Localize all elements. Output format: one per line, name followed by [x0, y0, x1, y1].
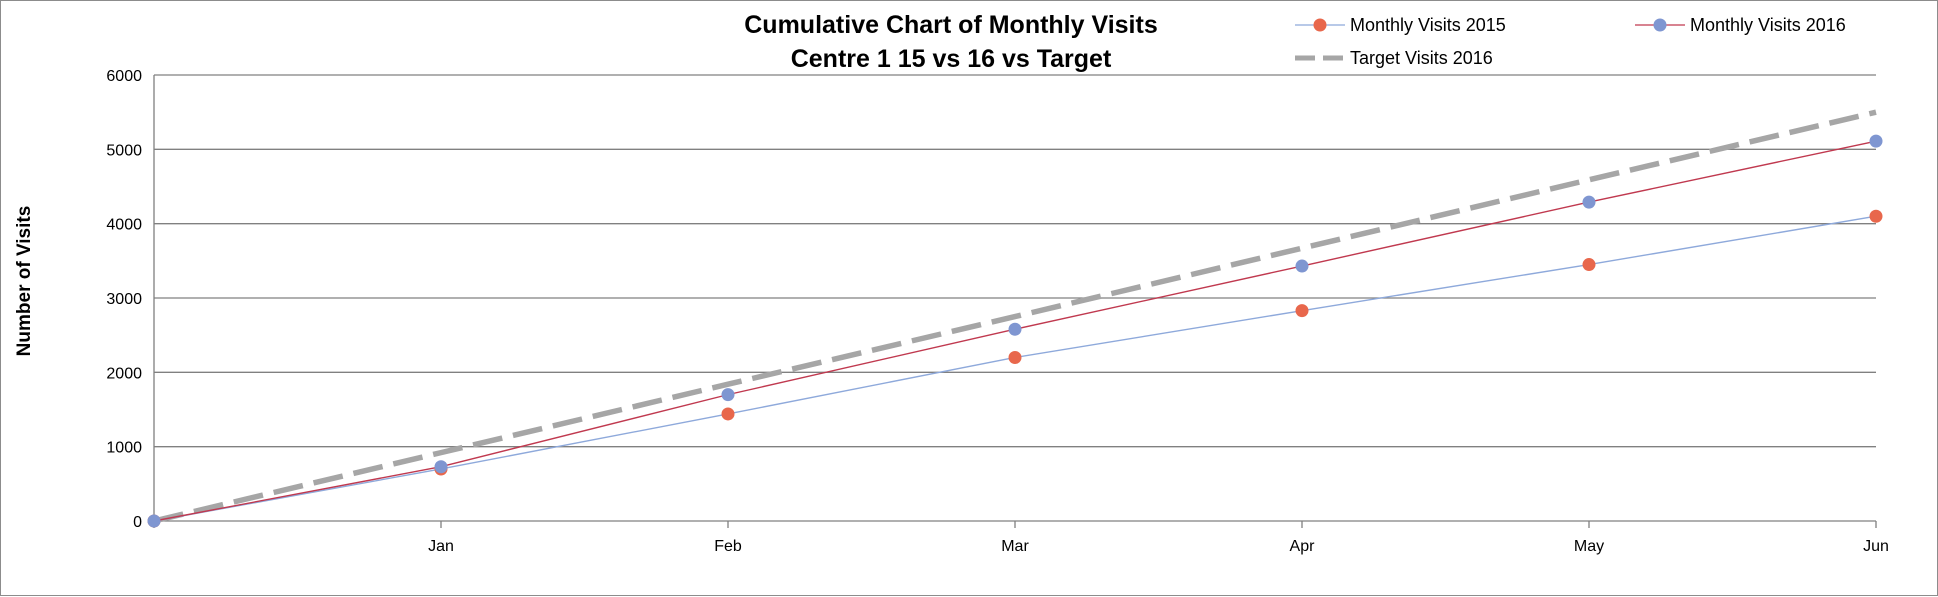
data-point-1	[1582, 195, 1596, 209]
x-tick-label: May	[1574, 538, 1604, 555]
y-tick-label: 6000	[106, 68, 142, 85]
y-tick-label: 4000	[106, 217, 142, 234]
legend-label-target: Target Visits 2016	[1350, 48, 1493, 68]
data-point-1	[1869, 134, 1883, 148]
x-tick-label: Jan	[428, 538, 454, 555]
legend-label-2016: Monthly Visits 2016	[1690, 15, 1846, 35]
legend-marker-2015	[1295, 18, 1345, 32]
legend-marker-target	[1295, 55, 1345, 61]
data-point-0	[1582, 258, 1596, 272]
legend-label-2015: Monthly Visits 2015	[1350, 15, 1506, 35]
data-point-0	[1869, 209, 1883, 223]
data-point-0	[1295, 304, 1309, 318]
series-line-2	[153, 109, 1877, 524]
data-point-1	[1008, 322, 1022, 336]
x-tick-label: Mar	[1001, 538, 1029, 555]
x-tick-label: Apr	[1290, 538, 1316, 555]
y-tick-label: 0	[133, 514, 142, 531]
data-point-0	[721, 407, 735, 421]
data-point-1	[721, 388, 735, 402]
x-tick-label: Feb	[714, 538, 742, 555]
y-tick-label: 3000	[106, 291, 142, 308]
x-tick-label: Jun	[1863, 538, 1889, 555]
y-tick-label: 1000	[106, 440, 142, 457]
chart-subtitle: Centre 1 15 vs 16 vs Target	[790, 45, 1112, 73]
data-point-0	[1008, 350, 1022, 364]
y-tick-label: 5000	[106, 142, 142, 159]
series-line-0	[153, 215, 1877, 522]
y-tick-label: 2000	[106, 365, 142, 382]
data-point-1	[1295, 259, 1309, 273]
chart-title: Cumulative Chart of Monthly Visits	[744, 11, 1158, 39]
data-point-1	[147, 514, 161, 528]
data-point-1	[434, 460, 448, 474]
legend-marker-2016	[1635, 18, 1685, 32]
